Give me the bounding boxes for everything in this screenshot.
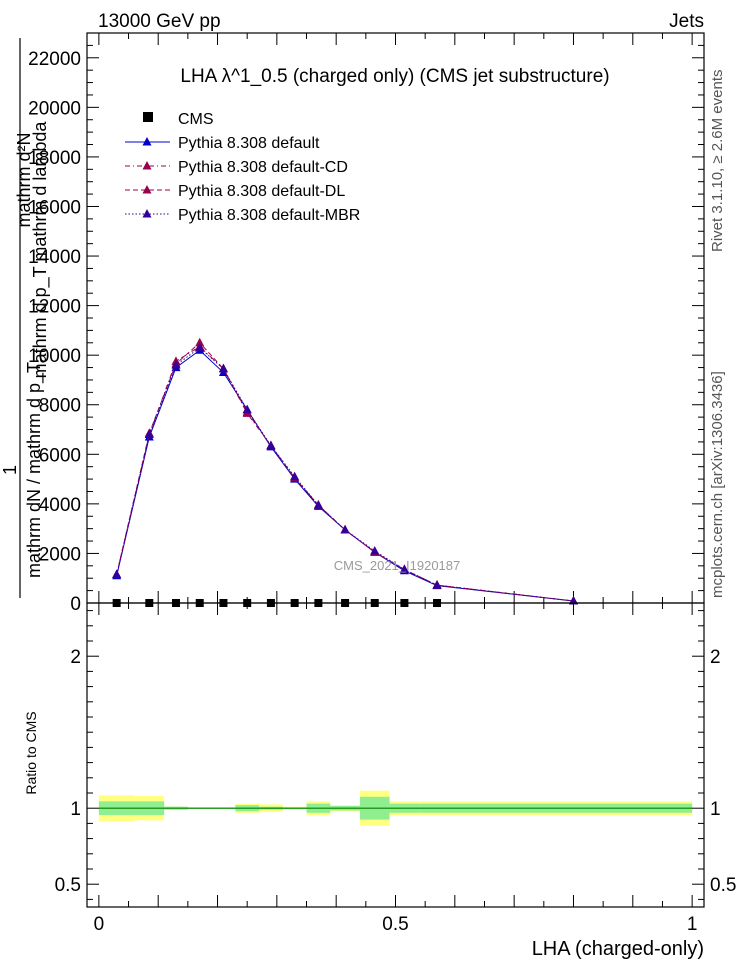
series-marker-4 [568,596,578,605]
ratio-ylabel: Ratio to CMS [23,711,39,794]
x-tick-label: 0.5 [382,914,408,935]
chart-title: LHA λ^1_0.5 (charged only) (CMS jet subs… [180,66,609,87]
legend-label: CMS [178,111,214,128]
y-tick-label: 10000 [28,346,81,367]
ratio-y-tick-label: 0.5 [55,875,81,896]
legend-marker [142,161,152,170]
watermark: CMS_2021_I1920187 [334,558,461,573]
mcplots-label: mcplots.cern.ch [arXiv:1306.3436] [709,371,726,598]
series-marker-4 [218,363,228,373]
y-tick-label: 0 [70,594,81,615]
rivet-label: Rivet 3.1.10, ≥ 2.6M events [709,70,726,253]
series-marker-4 [313,500,323,509]
y-tick-label: 16000 [28,197,81,218]
series-marker-4 [399,564,409,574]
series-marker-4 [340,524,350,534]
legend-label: Pythia 8.308 default [178,135,320,152]
series-marker-3 [195,337,205,347]
series-marker-4 [290,471,300,481]
xlabel: LHA (charged-only) [532,938,704,960]
series-marker-4 [171,360,181,369]
header-left: 13000 GeV pp [98,11,221,32]
header-right: Jets [669,11,704,32]
series-marker-4 [370,545,380,555]
y-tick-label: 20000 [28,98,81,119]
y-tick-label: 8000 [39,396,81,417]
legend-marker [143,112,153,122]
main-plot: 0 2000 4000 6000 8000 10000 12000 14000 16000 180… [28,32,705,615]
y-tick-label: 18000 [28,148,81,169]
legend-label: Pythia 8.308 default-CD [178,159,348,176]
ylabel-line1: mathrm d²N [14,132,34,227]
legend-marker [142,137,152,146]
legend-label: Pythia 8.308 default-MBR [178,207,360,224]
ratio-y-tick-label-right: 0.5 [710,875,736,896]
legend-marker [142,185,152,194]
ratio-frame [86,602,705,908]
series-marker-4 [144,429,154,438]
series-marker-4 [195,342,205,352]
ratio-y-tick-label: 2 [70,647,81,668]
y-tick-label: 6000 [39,445,81,466]
series-marker-4 [432,580,442,589]
ylabel-line2: mathrm d p_T mathrm d lambda [30,121,51,379]
ratio-y-tick-label-right: 2 [710,647,721,668]
x-tick-label: 1 [687,914,698,935]
series-marker-4 [266,440,276,450]
ylabel-line3: 1 [0,465,20,475]
series-line-4 [116,347,574,602]
legend-label: Pythia 8.308 default-DL [178,183,345,200]
y-tick-label: 22000 [28,49,81,70]
ratio-y-tick-label-right: 1 [710,799,721,820]
y-tick-label: 14000 [28,247,81,268]
y-tick-label: 4000 [39,495,81,516]
y-tick-label: 2000 [39,544,81,565]
ratio-y-tick-label: 1 [70,799,81,820]
y-tick-label: 12000 [28,297,81,318]
ylabel-line4: mathrm dN / mathrm d p_T [24,362,45,578]
x-tick-label: 0 [94,914,105,935]
series-marker-4 [112,569,122,578]
ratio-plot: 0.5 0.5 1 1 2 2 0 0.5 1 [55,602,736,935]
series-marker-4 [242,404,252,414]
legend-marker [142,209,152,218]
